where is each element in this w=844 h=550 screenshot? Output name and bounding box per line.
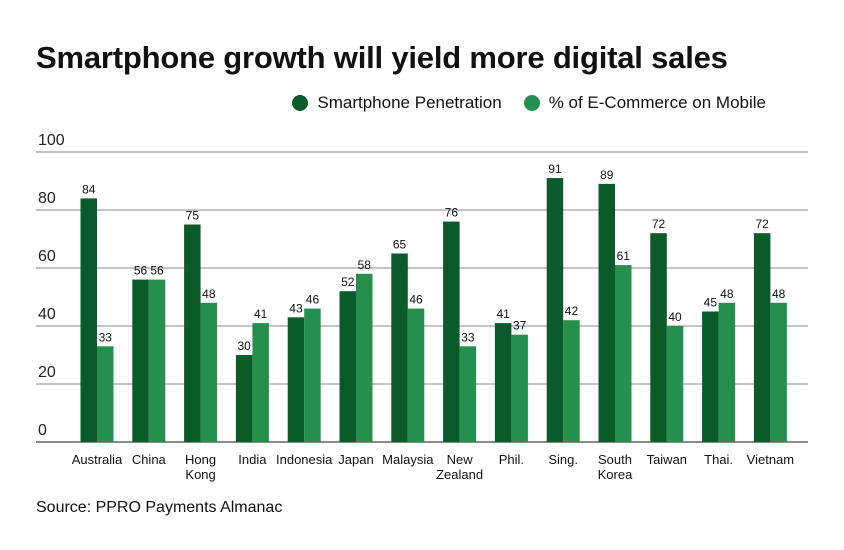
value-label-series1-6: 65 bbox=[393, 238, 407, 252]
category-label-indonesia: Indonesia bbox=[276, 452, 333, 467]
value-label-series2-4: 46 bbox=[306, 293, 320, 307]
value-label-series2-11: 40 bbox=[668, 310, 682, 324]
bar-series1-vietnam bbox=[753, 233, 771, 442]
bar-series2-phil- bbox=[511, 334, 528, 442]
chart-legend: Smartphone Penetration % of E-Commerce o… bbox=[270, 93, 766, 113]
bar-series1-new-zealand bbox=[443, 221, 460, 442]
y-tick-label-40: 40 bbox=[38, 306, 56, 323]
category-label-india: India bbox=[238, 452, 267, 467]
category-label-china: China bbox=[132, 452, 167, 467]
bar-series2-taiwan bbox=[666, 326, 684, 442]
category-label-hong-kong: Hong Kong bbox=[185, 452, 216, 482]
value-label-series1-1: 56 bbox=[134, 264, 148, 278]
bar-series2-japan bbox=[356, 273, 373, 442]
bar-series1-japan bbox=[339, 291, 356, 442]
legend-swatch-series2 bbox=[523, 95, 540, 111]
category-label-japan: Japan bbox=[338, 452, 373, 467]
category-label-new-zealand: New Zealand bbox=[436, 452, 483, 482]
category-label-malaysia: Malaysia bbox=[382, 452, 434, 467]
value-label-series1-9: 91 bbox=[548, 162, 562, 176]
bar-series2-sing- bbox=[563, 320, 580, 442]
bar-series2-vietnam bbox=[770, 302, 787, 442]
bar-series2-thai- bbox=[718, 302, 736, 442]
value-label-series2-13: 48 bbox=[772, 287, 786, 301]
legend-swatch-series1 bbox=[292, 95, 309, 111]
bar-series1-australia bbox=[80, 198, 97, 442]
bar-series1-indonesia bbox=[287, 317, 305, 442]
legend-label-series2: % of E-Commerce on Mobile bbox=[548, 93, 766, 112]
legend-label-series1: Smartphone Penetration bbox=[317, 93, 502, 112]
bar-series1-south-korea bbox=[598, 183, 615, 442]
value-label-series2-1: 56 bbox=[150, 264, 164, 278]
bar-series1-india bbox=[235, 355, 253, 442]
value-label-series1-5: 52 bbox=[341, 275, 355, 289]
category-label-vietnam: Vietnam bbox=[747, 452, 794, 467]
category-label-phil-: Phil. bbox=[499, 452, 524, 467]
bar-series1-malaysia bbox=[391, 253, 408, 442]
label-layer: 84 33 Australia 56 56 China 75 48 Hong Kong 30 41 In… bbox=[72, 162, 794, 482]
category-label-taiwan: Taiwan bbox=[647, 452, 687, 467]
value-label-series2-12: 48 bbox=[720, 287, 734, 301]
y-tick-label-0: 0 bbox=[38, 422, 47, 439]
y-tick-label-80: 80 bbox=[38, 190, 56, 207]
bar-series2-new-zealand bbox=[459, 346, 477, 442]
value-label-series2-6: 46 bbox=[409, 293, 423, 307]
bar-series1-china bbox=[132, 279, 149, 442]
bar-series1-thai- bbox=[702, 311, 719, 442]
bar-series1-phil- bbox=[494, 323, 512, 442]
value-label-series2-9: 42 bbox=[565, 304, 579, 318]
bar-series2-hong-kong bbox=[200, 302, 218, 442]
value-label-series2-2: 48 bbox=[202, 287, 216, 301]
legend-item-smartphone-penetration: Smartphone Penetration bbox=[292, 93, 502, 113]
value-label-series2-7: 33 bbox=[461, 330, 475, 344]
bar-series2-china bbox=[148, 279, 166, 442]
bar-series2-malaysia bbox=[407, 308, 425, 442]
chart-title: Smartphone growth will yield more digita… bbox=[36, 40, 728, 75]
bar-series1-sing- bbox=[546, 178, 564, 442]
value-label-series1-3: 30 bbox=[237, 339, 251, 353]
bar-series2-indonesia bbox=[304, 308, 321, 442]
value-label-series1-7: 76 bbox=[445, 206, 459, 220]
category-label-thai-: Thai. bbox=[704, 452, 733, 467]
value-label-series1-2: 75 bbox=[186, 209, 200, 223]
bar-series1-hong-kong bbox=[184, 224, 201, 442]
category-label-sing-: Sing. bbox=[548, 452, 578, 467]
value-label-series1-12: 45 bbox=[704, 296, 718, 310]
category-label-australia: Australia bbox=[72, 452, 123, 467]
bar-series2-south-korea bbox=[615, 265, 632, 442]
category-label-south-korea: South Korea bbox=[598, 452, 633, 482]
value-label-series1-8: 41 bbox=[496, 307, 510, 321]
y-tick-label-20: 20 bbox=[38, 364, 56, 381]
bar-series2-australia bbox=[97, 346, 114, 442]
value-label-series2-3: 41 bbox=[254, 307, 268, 321]
value-label-series1-10: 89 bbox=[600, 168, 614, 182]
value-label-series2-10: 61 bbox=[617, 249, 631, 263]
value-label-series1-0: 84 bbox=[82, 182, 96, 196]
legend-item-ecommerce-mobile: % of E-Commerce on Mobile bbox=[523, 93, 766, 113]
value-label-series2-0: 33 bbox=[99, 330, 113, 344]
value-label-series2-8: 37 bbox=[513, 319, 527, 333]
value-label-series1-13: 72 bbox=[755, 217, 769, 231]
y-tick-label-60: 60 bbox=[38, 248, 56, 265]
source-note: Source: PPRO Payments Almanac bbox=[36, 499, 283, 516]
bar-series1-taiwan bbox=[650, 233, 667, 442]
y-tick-label-100: 100 bbox=[38, 132, 65, 149]
value-label-series1-4: 43 bbox=[289, 301, 303, 315]
bar-series2-india bbox=[252, 323, 269, 442]
bar-layer bbox=[80, 178, 787, 442]
value-label-series2-5: 58 bbox=[358, 258, 372, 272]
value-label-series1-11: 72 bbox=[652, 217, 666, 231]
